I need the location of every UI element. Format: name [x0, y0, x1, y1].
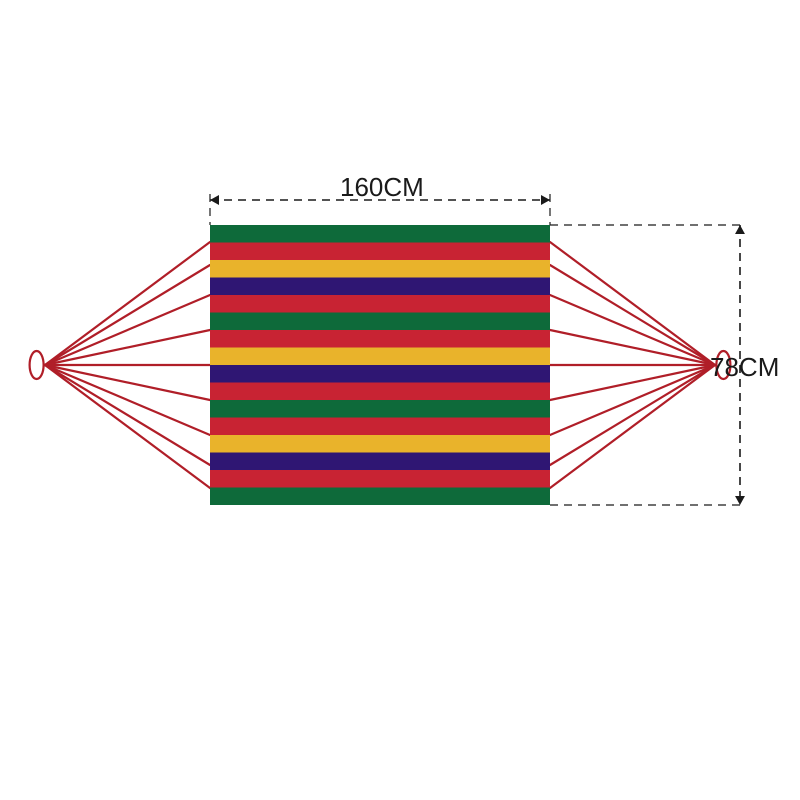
height-dimension-label: 78CM	[710, 352, 779, 383]
hammock-diagram-svg	[0, 0, 800, 800]
width-dimension-label: 160CM	[340, 172, 424, 203]
diagram-canvas: 160CM 78CM	[0, 0, 800, 800]
fabric-group	[210, 225, 550, 505]
